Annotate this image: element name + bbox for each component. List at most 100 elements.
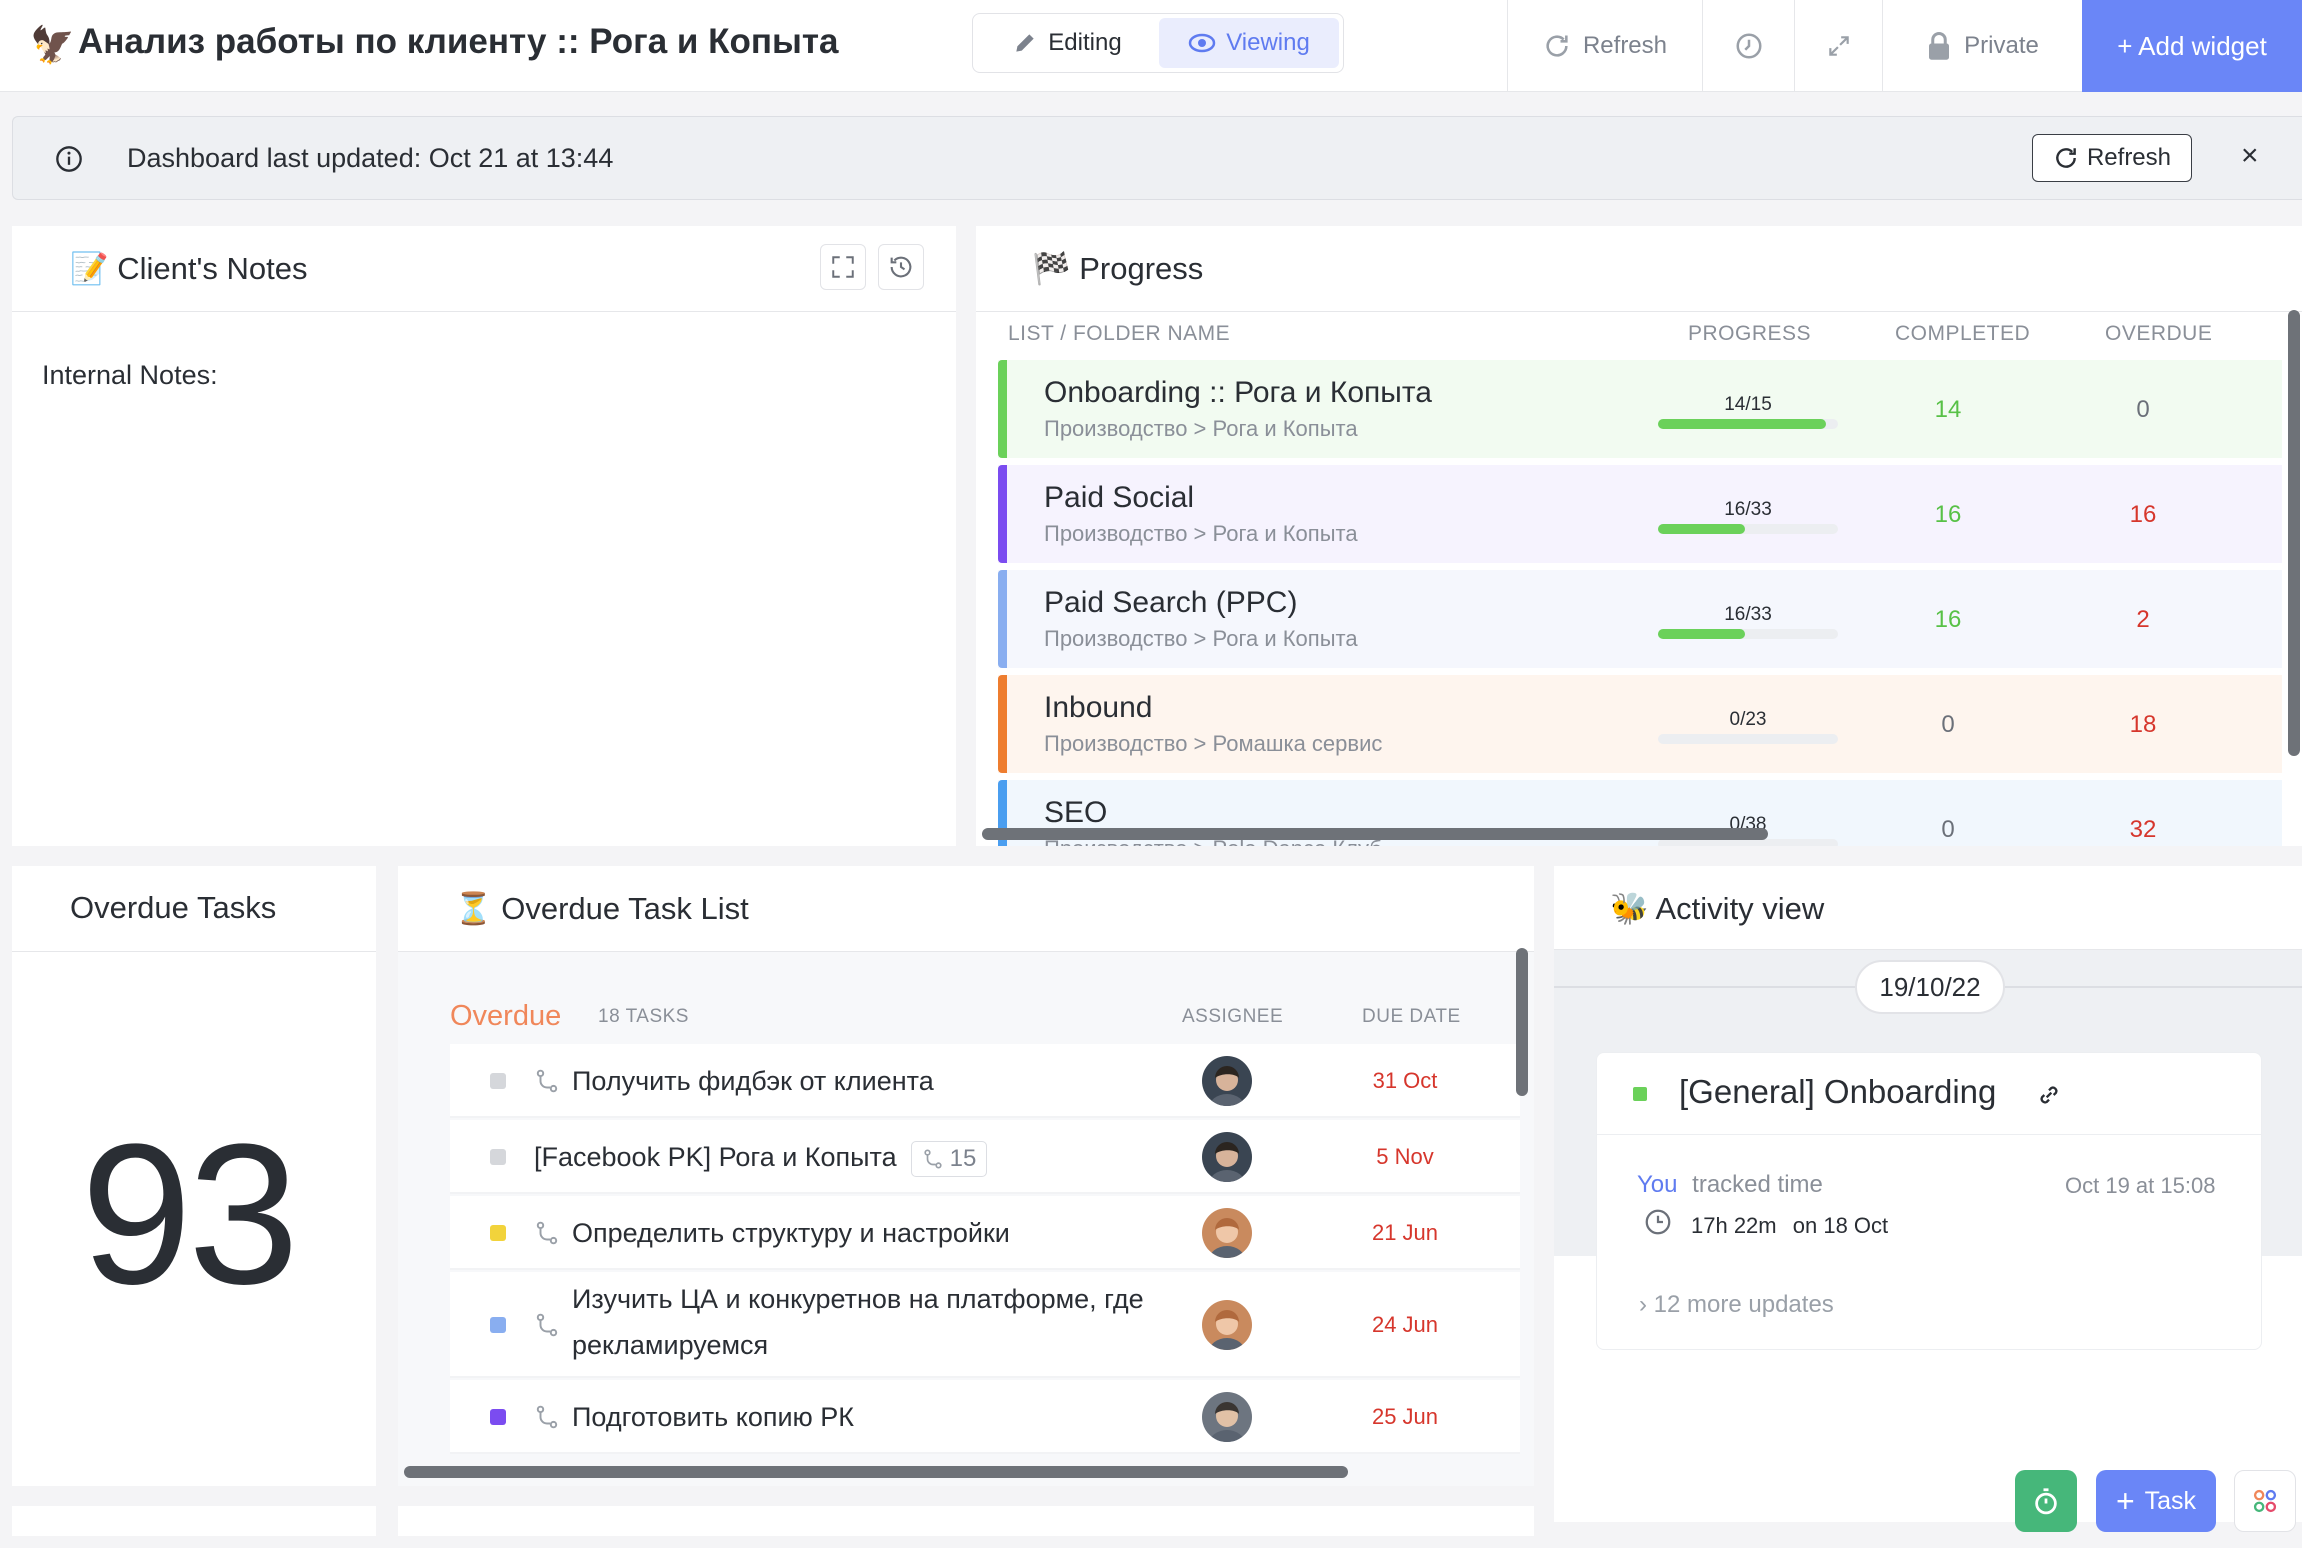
- task-list-scrollbar-h[interactable]: [404, 1466, 1348, 1478]
- tracked-date: on 18 Oct: [1792, 1213, 1889, 1238]
- task-list-title: ⏳ Overdue Task List: [454, 891, 749, 926]
- assignee-avatar[interactable]: [1202, 1300, 1252, 1350]
- overdue-section-label[interactable]: Overdue: [450, 1000, 562, 1032]
- private-button[interactable]: Private: [1882, 0, 2082, 92]
- notes-body[interactable]: Internal Notes:: [42, 360, 218, 390]
- activity-actor[interactable]: You: [1637, 1171, 1678, 1198]
- task-due-date[interactable]: 21 Jun: [1371, 1220, 1439, 1245]
- task-name[interactable]: Получить фидбэк от клиента: [572, 1066, 934, 1096]
- private-label: Private: [1964, 32, 2039, 59]
- assignee-avatar[interactable]: [1202, 1056, 1252, 1106]
- progress-row[interactable]: Paid Search (PPC) Производство > Рога и К…: [998, 570, 2282, 668]
- activity-action: tracked time: [1692, 1171, 1823, 1198]
- link-icon[interactable]: [2035, 1081, 2063, 1109]
- progress-fraction: 16/33: [1724, 604, 1772, 625]
- add-widget-button[interactable]: + Add widget: [2082, 0, 2302, 92]
- task-row[interactable]: [Facebook PK] Рога и Копыта 15 5 Nov: [450, 1120, 1520, 1194]
- assignee-avatar[interactable]: [1202, 1208, 1252, 1258]
- task-status-square[interactable]: [490, 1073, 506, 1089]
- list-color-bar: [998, 570, 1007, 668]
- overdue-tasks-title: Overdue Tasks: [70, 890, 277, 925]
- task-count: 18 TASKS: [598, 1006, 689, 1027]
- top-bar: 🦅 Анализ работы по клиенту :: Рога и Коп…: [0, 0, 2302, 92]
- apps-grid-icon: [2253, 1489, 2277, 1513]
- banner-refresh-button[interactable]: Refresh: [2032, 134, 2192, 182]
- list-path: Производство > Рога и Копыта: [1044, 416, 1358, 441]
- list-path: Производство > Ромашка сервис: [1044, 731, 1383, 756]
- task-due-date[interactable]: 24 Jun: [1371, 1312, 1439, 1337]
- new-task-button[interactable]: + Task: [2096, 1470, 2216, 1532]
- activity-title: 🐝 Activity view: [1610, 891, 1825, 926]
- info-icon: [56, 146, 82, 172]
- expand-notes-button[interactable]: [820, 244, 866, 290]
- refresh-button[interactable]: Refresh: [1507, 0, 1702, 92]
- task-status-square[interactable]: [490, 1225, 506, 1241]
- task-name[interactable]: Определить структуру и настройки: [572, 1218, 1010, 1248]
- task-list-scrollbar-v[interactable]: [1516, 948, 1528, 1096]
- fullscreen-button[interactable]: [1794, 0, 1882, 92]
- progress-col-progress: PROGRESS: [1688, 322, 1812, 345]
- editing-mode-button[interactable]: Editing: [977, 18, 1157, 68]
- task-due-date[interactable]: 5 Nov: [1376, 1144, 1434, 1169]
- assignee-avatar[interactable]: [1202, 1132, 1252, 1182]
- expand-icon: [832, 256, 854, 278]
- task-status-square[interactable]: [490, 1149, 506, 1165]
- task-due-date[interactable]: 31 Oct: [1372, 1068, 1438, 1093]
- activity-item-title[interactable]: [General] Onboarding: [1679, 1073, 1997, 1110]
- task-status-square[interactable]: [490, 1317, 506, 1333]
- task-row[interactable]: Получить фидбэк от клиента 31 Oct: [450, 1044, 1520, 1118]
- task-name[interactable]: Подготовить копию РК: [572, 1402, 855, 1432]
- progress-row[interactable]: Inbound Производство > Ромашка сервис 0/23…: [998, 675, 2282, 773]
- subtask-icon: [536, 1069, 558, 1093]
- viewing-mode-button[interactable]: Viewing: [1159, 18, 1339, 68]
- list-path: Производство > Рога и Копыта: [1044, 626, 1358, 651]
- list-name[interactable]: Paid Social: [1044, 481, 1195, 514]
- list-name[interactable]: Onboarding :: Рога и Копыта: [1044, 376, 1432, 409]
- lock-icon: [1929, 32, 1950, 60]
- overdue-tasks-header: Overdue Tasks: [12, 866, 376, 952]
- stopwatch-icon: [2035, 1488, 2057, 1515]
- completed-count: 0: [1941, 711, 1955, 738]
- list-name[interactable]: Paid Search (PPC): [1044, 586, 1298, 619]
- activity-line: You tracked time: [1637, 1171, 1823, 1199]
- apps-button[interactable]: [2234, 1470, 2296, 1532]
- task-status-square[interactable]: [490, 1409, 506, 1425]
- list-name[interactable]: SEO: [1044, 796, 1108, 829]
- progress-bar: [1658, 734, 1838, 744]
- task-row[interactable]: Изучить ЦА и конкуретнов на платформе, г…: [450, 1272, 1520, 1378]
- client-notes-card: 📝 Client's Notes: [12, 226, 956, 846]
- next-card-stub: [398, 1506, 1534, 1536]
- task-name[interactable]: [Facebook PK] Рога и Копыта 15: [534, 1134, 988, 1180]
- progress-scrollbar-v[interactable]: [2288, 310, 2300, 756]
- tracked-duration-line: 17h 22m on 18 Oct: [1691, 1213, 1888, 1239]
- list-name[interactable]: Inbound: [1044, 691, 1153, 724]
- activity-item-card[interactable]: [General] Onboarding You tracked time Oc…: [1596, 1052, 2262, 1350]
- notes-history-button[interactable]: [878, 244, 924, 290]
- editing-label: Editing: [1048, 29, 1122, 56]
- progress-col-name: LIST / FOLDER NAME: [1008, 322, 1231, 345]
- task-name-text: [Facebook PK] Рога и Копыта: [534, 1142, 897, 1172]
- progress-header: 🏁 Progress: [976, 226, 2302, 312]
- task-row[interactable]: Определить структуру и настройки 21 Jun: [450, 1196, 1520, 1270]
- subtask-count: 15: [949, 1144, 977, 1172]
- task-name[interactable]: Изучить ЦА и конкуретнов на платформе, г…: [572, 1284, 1144, 1360]
- subtask-count-badge[interactable]: 15: [910, 1140, 988, 1177]
- timer-button[interactable]: [2015, 1470, 2077, 1532]
- task-due-date[interactable]: 25 Jun: [1371, 1404, 1439, 1429]
- close-icon[interactable]: ×: [2241, 139, 2259, 172]
- overdue-count: 0: [2136, 396, 2150, 423]
- expand-icon: [1828, 36, 1849, 56]
- more-updates-link[interactable]: › 12 more updates: [1639, 1291, 1834, 1319]
- progress-fraction: 14/15: [1724, 394, 1772, 415]
- progress-scrollbar-h[interactable]: [982, 828, 1768, 840]
- progress-row[interactable]: Paid Social Производство > Рога и Копыта 1…: [998, 465, 2282, 563]
- update-banner: Dashboard last updated: Oct 21 at 13:44 …: [12, 116, 2302, 200]
- list-path: Производство > Pole Dance Клуб: [1044, 836, 1382, 846]
- history-button[interactable]: [1702, 0, 1794, 92]
- next-card-stub: [12, 1506, 376, 1536]
- assignee-avatar[interactable]: [1202, 1392, 1252, 1442]
- task-row[interactable]: Подготовить копию РК 25 Jun: [450, 1380, 1520, 1454]
- overdue-count: 2: [2136, 606, 2150, 633]
- eye-icon: [1188, 33, 1216, 53]
